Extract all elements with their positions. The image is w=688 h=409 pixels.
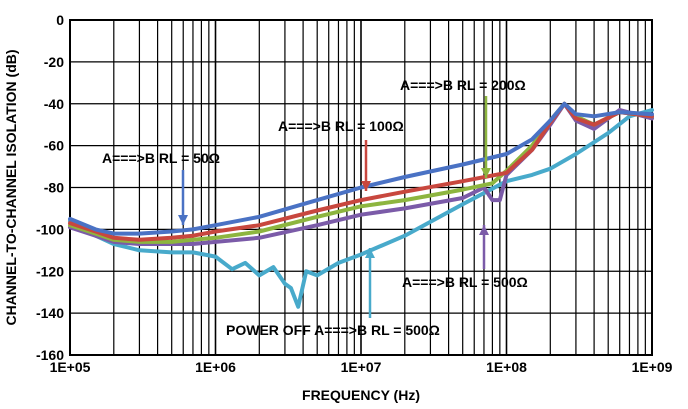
annotations: A===>B RL = 200Ω A===>B RL = 100Ω A===>B R… (102, 77, 528, 338)
annotation-power-off-arrowhead (365, 248, 375, 258)
y-tick-label: -80 (44, 180, 64, 196)
x-tick-label: 1E+09 (632, 359, 673, 375)
x-tick-label: 1E+05 (50, 359, 91, 375)
y-tick-label: -100 (36, 221, 64, 237)
series-rl-50-line (68, 101, 654, 236)
series-layer (68, 101, 654, 309)
y-tick-label: -20 (44, 54, 64, 70)
x-tick-label: 1E+08 (486, 359, 527, 375)
annotation-rl-200-arrowhead (481, 168, 491, 178)
annotation-rl-500-label: A===>B RL = 500Ω (402, 274, 528, 290)
y-axis-title: CHANNEL-TO-CHANNEL ISOLATION (dB) (3, 49, 19, 325)
annotation-power-off-label: POWER OFF A===>B RL = 500Ω (226, 322, 440, 338)
y-tick-label: -60 (44, 138, 64, 154)
annotation-rl-100-label: A===>B RL = 100Ω (278, 118, 404, 134)
series-rl-100-line (68, 101, 654, 242)
series-power-off-line (68, 108, 654, 309)
plot-frame (69, 19, 653, 356)
annotation-rl-100-arrowhead (361, 181, 371, 191)
x-tick-label: 1E+07 (341, 359, 382, 375)
y-tick-label: -140 (36, 305, 64, 321)
y-tick-label: -40 (44, 96, 64, 112)
x-axis-title: FREQUENCY (Hz) (302, 387, 420, 403)
y-tick-label: -160 (36, 347, 64, 363)
y-tick-label: -120 (36, 263, 64, 279)
annotation-rl-500-arrowhead (479, 225, 489, 235)
x-tick-label: 1E+06 (195, 359, 236, 375)
annotation-rl-50-arrowhead (178, 215, 188, 225)
annotation-rl-200-label: A===>B RL = 200Ω (400, 77, 526, 93)
annotation-rl-50-label: A===>B RL = 50Ω (102, 150, 220, 166)
y-tick-label: 0 (56, 12, 64, 28)
